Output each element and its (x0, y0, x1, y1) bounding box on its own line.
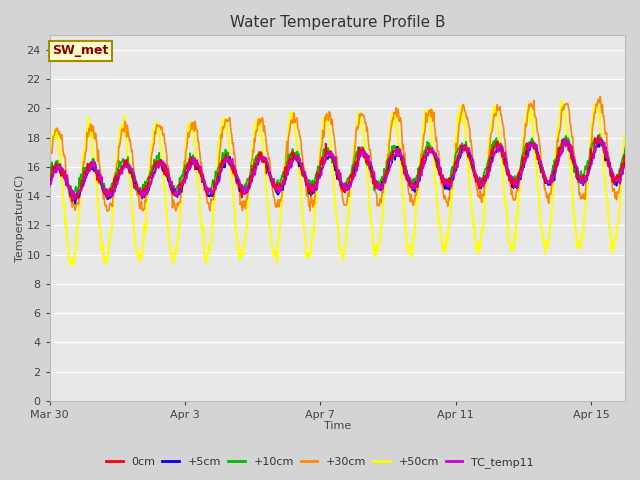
Title: Water Temperature Profile B: Water Temperature Profile B (230, 15, 445, 30)
Legend: 0cm, +5cm, +10cm, +30cm, +50cm, TC_temp11: 0cm, +5cm, +10cm, +30cm, +50cm, TC_temp1… (102, 452, 538, 472)
X-axis label: Time: Time (324, 421, 351, 432)
Text: SW_met: SW_met (52, 45, 109, 58)
Y-axis label: Temperature(C): Temperature(C) (15, 175, 25, 262)
